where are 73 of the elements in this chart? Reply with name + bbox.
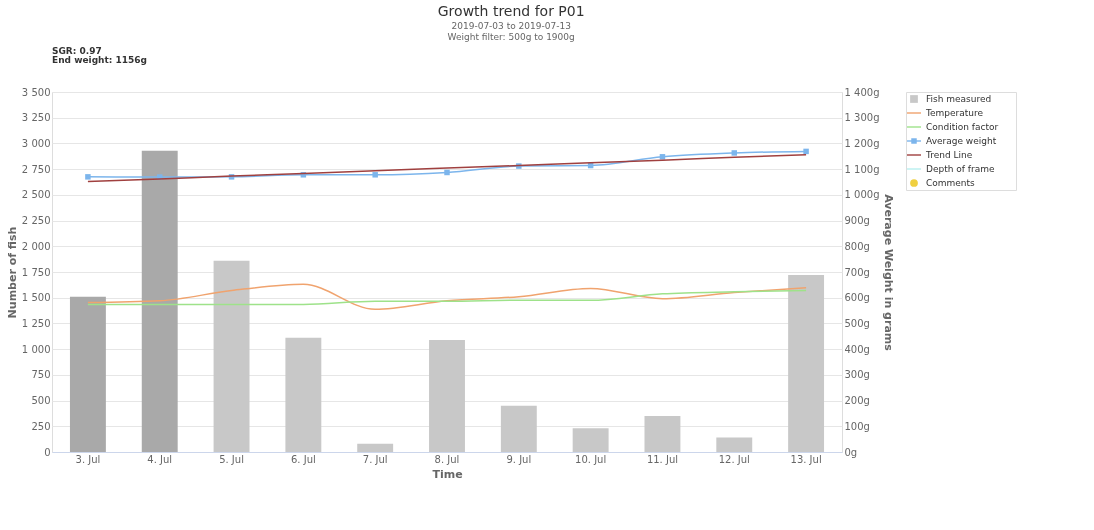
x-tick-label: 13. Jul <box>790 453 822 465</box>
y2-tick-label: 1 000g <box>844 189 880 201</box>
bar <box>572 428 609 452</box>
legend-label: Depth of frame <box>926 164 995 174</box>
bar <box>69 296 106 452</box>
y2-tick-label: 1 200g <box>844 137 880 149</box>
legend-label: Comments <box>926 178 976 188</box>
text: SGR: 0.97 <box>52 45 102 56</box>
point <box>372 172 378 178</box>
y-tick-label: 2 000 <box>21 240 51 252</box>
bar <box>429 339 465 452</box>
y2-tick-label: 1 300g <box>844 112 880 124</box>
y2-tick-label: 1 100g <box>844 163 880 175</box>
bar <box>213 260 250 452</box>
y-tick-label: 1 750 <box>21 266 51 278</box>
y-tick-label: 750 <box>31 369 51 381</box>
y2-tick-label: 700g <box>844 266 870 278</box>
legend-label: Condition factor <box>926 122 999 132</box>
y-tick-label: 1 000 <box>21 343 51 355</box>
point <box>444 169 450 176</box>
x-tick-label: 4. Jul <box>147 453 173 465</box>
y-tick-label: 3 500 <box>21 86 51 98</box>
x-tick-label: 7. Jul <box>362 453 388 465</box>
y2-tick-label: 200g <box>844 395 870 407</box>
y2-tick-label: 800g <box>844 240 870 252</box>
y2-tick-label: 600g <box>844 292 870 304</box>
bar <box>141 150 178 452</box>
legend-label: Temperature <box>925 108 984 118</box>
x-tick-label: 9. Jul <box>506 453 532 465</box>
point <box>85 174 91 180</box>
y2-tick-label: 1 400g <box>844 86 880 98</box>
chart-title: Growth trend for P01 <box>437 3 585 19</box>
y2-tick-label: 500g <box>844 317 870 329</box>
y-tick-label: 1 500 <box>21 292 51 304</box>
point <box>731 150 738 156</box>
y2-tick-label: 900g <box>844 215 870 227</box>
y2-axis-title: Average Weight in grams <box>882 194 896 352</box>
y2-tick-label: 100g <box>844 420 870 432</box>
y-tick-label: 500 <box>31 395 51 407</box>
line-series <box>87 289 807 306</box>
x-tick-label: 11. Jul <box>646 453 679 465</box>
x-tick-label: 10. Jul <box>575 453 607 465</box>
point <box>803 148 809 155</box>
y2-tick-label: 300g <box>844 369 870 381</box>
x-tick-label: 5. Jul <box>219 453 244 465</box>
bar <box>500 405 537 452</box>
y-tick-label: 1 250 <box>21 317 51 329</box>
bar <box>716 437 753 452</box>
y-tick-label: 2 500 <box>21 189 51 201</box>
y-tick-label: 2 250 <box>21 215 51 227</box>
legend-label: Fish measured <box>926 94 992 104</box>
y-tick-label: 2 750 <box>21 163 51 175</box>
y-tick-label: 0 <box>44 446 51 458</box>
y2-tick-label: 400g <box>844 343 870 355</box>
x-tick-label: 3. Jul <box>75 453 101 465</box>
text: End weight: 1156g <box>52 54 148 65</box>
y-tick-label: 3 000 <box>21 137 51 149</box>
y-tick-label: 250 <box>31 420 51 432</box>
line-series <box>87 283 807 311</box>
legend-label: Trend Line <box>925 150 973 160</box>
bar <box>788 275 825 452</box>
x-tick-label: 6. Jul <box>290 453 316 465</box>
x-tick-label: 8. Jul <box>434 453 460 465</box>
legend-label: Average weight <box>926 136 997 146</box>
chart-subtitle: 2019-07-03 to 2019-07-13 Weight filter: 500g to 1900g <box>447 21 575 42</box>
x-axis-title: Time <box>432 467 463 481</box>
bar <box>285 337 322 452</box>
y-tick-label: 3 250 <box>21 112 51 124</box>
bar <box>644 416 681 452</box>
y-axis-title: Number of fish <box>5 226 19 319</box>
bar <box>357 443 394 452</box>
y2-tick-label: 0g <box>844 446 858 458</box>
x-tick-label: 12. Jul <box>718 453 750 465</box>
